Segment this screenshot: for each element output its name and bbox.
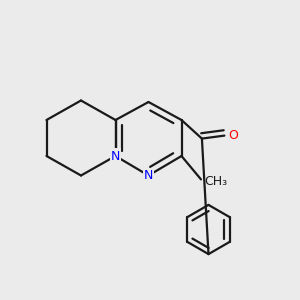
Text: CH₃: CH₃ (204, 175, 227, 188)
Text: O: O (228, 129, 238, 142)
Text: N: N (111, 149, 120, 163)
Text: N: N (144, 169, 153, 182)
